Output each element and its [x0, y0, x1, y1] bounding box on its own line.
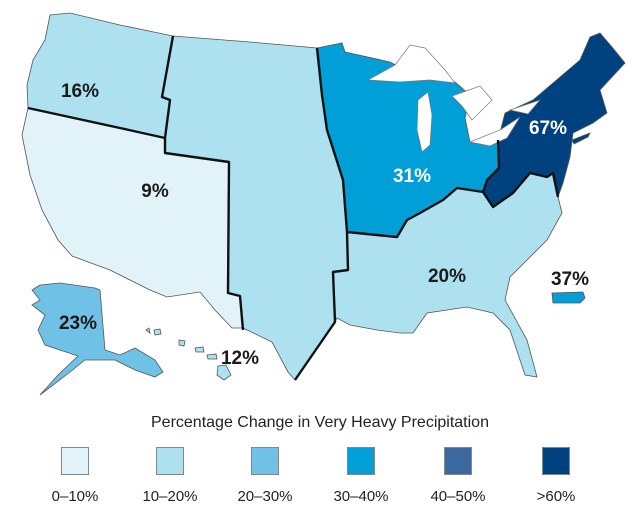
great-lake: [468, 116, 521, 147]
region-hawaii: [145, 327, 232, 381]
region-shape-hawaii: [178, 339, 186, 347]
region-shape-puerto-rico: [551, 291, 586, 304]
legend-label: 10–20%: [142, 488, 198, 505]
region-shape-hawaii: [216, 364, 232, 381]
great-lake: [508, 99, 542, 115]
legend-swatch: [542, 447, 570, 475]
region-shape-hawaii: [153, 328, 162, 336]
region-value-label-puerto-rico: 37%: [551, 269, 589, 290]
legend-swatch: [444, 447, 472, 475]
legend-swatch: [156, 447, 184, 475]
region-value-label-northeast: 67%: [529, 118, 567, 139]
region-shape-hawaii: [145, 327, 151, 334]
legend-label: 30–40%: [333, 488, 389, 505]
legend-label: 40–50%: [430, 488, 486, 505]
legend-label: 0–10%: [51, 488, 99, 505]
region-boundary: [27, 35, 175, 140]
region-value-label-southwest: 9%: [141, 181, 169, 202]
region-alaska: [31, 282, 164, 396]
region-boundary: [481, 139, 501, 193]
great-lake: [366, 44, 456, 84]
region-value-label-great-plains: 12%: [221, 348, 259, 369]
region-shape-alaska: [31, 282, 164, 396]
legend-title: Percentage Change in Very Heavy Precipit…: [151, 414, 489, 431]
legend-swatch: [251, 447, 279, 475]
region-shape-hawaii: [206, 353, 218, 360]
region-value-label-northwest: 16%: [61, 81, 99, 102]
region-value-label-midwest: 31%: [393, 166, 431, 187]
legend-swatch: [61, 447, 89, 475]
region-shape-northeast: [571, 132, 591, 145]
region-boundary: [163, 138, 245, 331]
great-lake: [416, 91, 433, 153]
legend-label: >60%: [536, 488, 576, 505]
legend-label: 20–30%: [237, 488, 293, 505]
region-puerto-rico: [551, 291, 586, 304]
region-shape-hawaii: [194, 346, 205, 353]
region-value-label-alaska: 23%: [59, 313, 97, 334]
us-precipitation-map: 16% 9% 12% 31% 67% 20% 23% 37%: [21, 12, 626, 396]
great-lake: [451, 85, 493, 121]
legend-swatch: [347, 447, 375, 475]
region-value-label-southeast: 20%: [428, 266, 466, 287]
